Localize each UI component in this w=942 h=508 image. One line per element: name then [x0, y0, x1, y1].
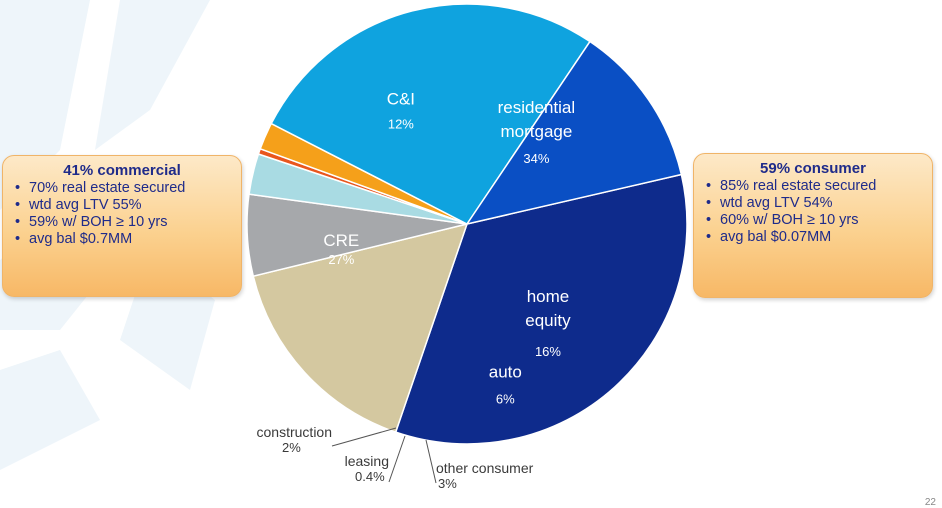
slice-label: other consumer — [436, 460, 534, 476]
slice-value-label: 27% — [328, 252, 354, 267]
consumer-item: avg bal $0.07MM — [704, 229, 922, 246]
commercial-callout-title: 41% commercial — [63, 162, 181, 179]
consumer-callout-title: 59% consumer — [760, 160, 866, 177]
slice-value-label: 0.4% — [355, 469, 385, 484]
consumer-item: 60% w/ BOH ≥ 10 yrs — [704, 212, 922, 229]
slice-label: CRE — [323, 231, 359, 250]
consumer-callout-list: 85% real estate secured wtd avg LTV 54% … — [704, 178, 922, 246]
leader-line — [388, 435, 406, 483]
commercial-callout-list: 70% real estate secured wtd avg LTV 55% … — [13, 180, 231, 248]
pie-slices — [246, 3, 688, 445]
leader-line — [331, 427, 397, 447]
consumer-callout: 59% consumer 85% real estate secured wtd… — [693, 153, 933, 298]
slice-labels: residential mortgage 34% home equity 16% auto 6… — [257, 90, 576, 491]
pie-slice-cre — [270, 3, 591, 225]
pie-slice-residential-mortgage — [394, 173, 688, 445]
slice-value-label: 2% — [282, 440, 301, 455]
slice-value-label: 34% — [523, 151, 549, 166]
slice-value-label: 12% — [388, 117, 414, 132]
consumer-item: 85% real estate secured — [704, 178, 922, 195]
slice-value-label: 6% — [496, 392, 515, 407]
slice-label: C&I — [387, 90, 415, 109]
slice-label: leasing — [345, 453, 389, 469]
slice-value-label: 16% — [535, 344, 561, 359]
commercial-item: 70% real estate secured — [13, 180, 231, 197]
consumer-item: wtd avg LTV 54% — [704, 195, 922, 212]
pie-slice-home-equity — [252, 222, 469, 434]
leader-lines — [331, 427, 437, 484]
pie-slice-c-i — [465, 40, 683, 226]
slice-label: home equity — [525, 287, 571, 330]
commercial-item: 59% w/ BOH ≥ 10 yrs — [13, 214, 231, 231]
slice-label: residential mortgage — [498, 98, 576, 141]
slice-label: construction — [257, 424, 332, 440]
commercial-item: wtd avg LTV 55% — [13, 197, 231, 214]
slice-label: auto — [489, 363, 522, 382]
page-number: 22 — [924, 497, 936, 508]
commercial-callout: 41% commercial 70% real estate secured w… — [2, 155, 242, 297]
leader-line — [425, 439, 437, 484]
slice-value-label: 3% — [438, 476, 457, 491]
commercial-item: avg bal $0.7MM — [13, 231, 231, 248]
